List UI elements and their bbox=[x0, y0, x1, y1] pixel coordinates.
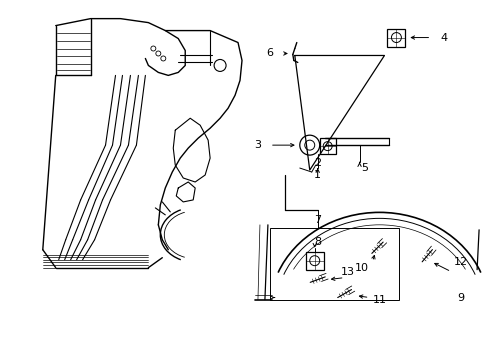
Text: 2: 2 bbox=[313, 158, 321, 168]
Text: 10: 10 bbox=[354, 263, 368, 273]
Text: 12: 12 bbox=[453, 257, 468, 267]
Text: 9: 9 bbox=[457, 293, 464, 302]
Bar bbox=[305, 252, 323, 270]
Bar bbox=[319, 138, 335, 154]
Bar bbox=[269, 228, 399, 300]
Text: 6: 6 bbox=[266, 49, 273, 58]
Text: 1: 1 bbox=[314, 170, 321, 180]
Bar bbox=[386, 28, 405, 46]
Text: 3: 3 bbox=[254, 140, 261, 150]
Text: 4: 4 bbox=[440, 32, 447, 42]
Text: 13: 13 bbox=[340, 267, 354, 276]
Text: 5: 5 bbox=[360, 163, 367, 173]
Text: 7: 7 bbox=[313, 215, 321, 225]
Text: 11: 11 bbox=[372, 294, 386, 305]
Text: 8: 8 bbox=[313, 237, 321, 247]
